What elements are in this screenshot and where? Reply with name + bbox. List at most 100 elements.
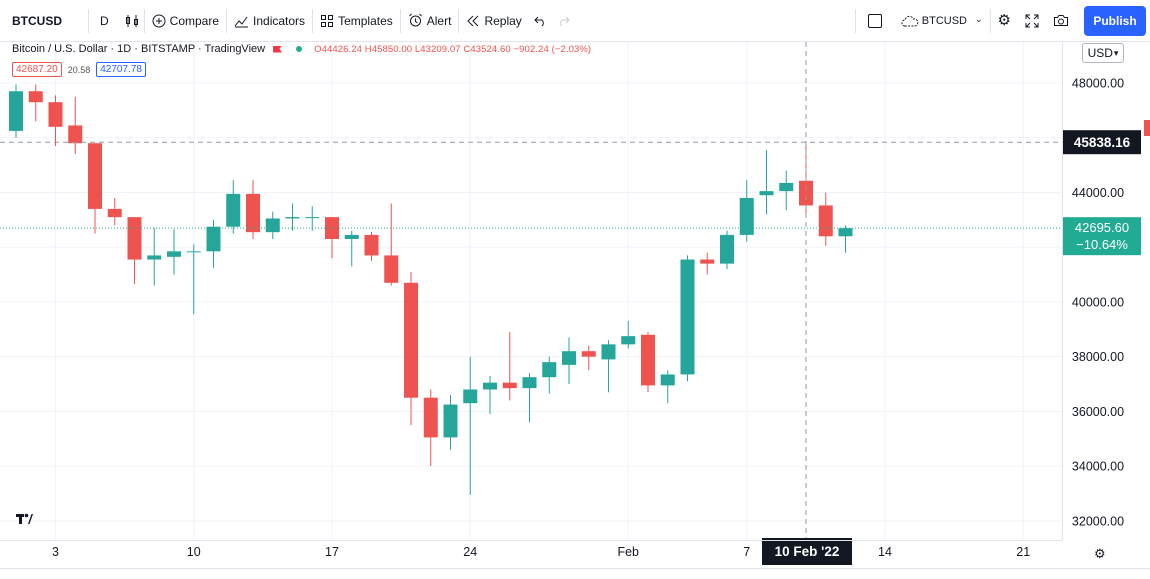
rewind-icon: [466, 15, 480, 27]
flag-icon[interactable]: [273, 45, 283, 53]
cloud-save-button[interactable]: BTCUSD ⌄: [894, 0, 990, 41]
indicators-icon: [234, 14, 249, 28]
fullscreen-button[interactable]: [1018, 0, 1046, 41]
y-tick-label: 38000.00: [1072, 350, 1124, 364]
chart-legend: Bitcoin / U.S. Dollar · 1D · BITSTAMP · …: [12, 42, 591, 77]
x-tick-label: 10: [187, 545, 201, 559]
candle-body: [68, 125, 83, 144]
last-price-label-bg: [1063, 217, 1141, 256]
candle-body: [779, 182, 794, 192]
price-axis: 32000.00 34000.00 36000.00 38000.00 40000.00…: [1063, 77, 1141, 528]
crosshair-price-label-bg: [1063, 130, 1141, 155]
crosshair-date-label-bg: [762, 538, 852, 565]
candle-body: [147, 255, 162, 260]
candle-body: [700, 259, 715, 264]
y-tick-label: 40000.00: [1072, 295, 1124, 309]
y-tick-label: 32000.00: [1072, 514, 1124, 528]
candle-body: [483, 382, 497, 390]
toolbar-divider: [88, 8, 89, 33]
candle-body: [443, 404, 458, 438]
alert-label: Alert: [426, 13, 452, 28]
gear-icon: ⚙: [997, 11, 1011, 29]
interval-button[interactable]: D: [89, 0, 120, 41]
bottom-panel-strip: [0, 568, 1150, 579]
x-tick-label: 17: [325, 545, 339, 559]
compare-button[interactable]: Compare: [145, 0, 226, 41]
interval-label: D: [100, 13, 109, 28]
candle-body: [167, 251, 181, 257]
replay-label: Replay: [484, 13, 522, 28]
settings-button[interactable]: ⚙: [991, 0, 1018, 41]
candle-body: [660, 374, 675, 386]
redo-icon: [557, 15, 570, 27]
crosshair-price-label: 45838.16: [1074, 135, 1131, 150]
candle-body: [542, 362, 557, 378]
overlays-group: [0, 42, 1062, 540]
time-axis-border: [0, 540, 1062, 541]
alert-button[interactable]: Alert: [401, 0, 459, 41]
candle-body: [107, 208, 122, 218]
toolbar-divider: [989, 8, 991, 33]
candle-body: [423, 397, 438, 438]
legend-title: Bitcoin / U.S. Dollar · 1D · BITSTAMP · …: [12, 43, 266, 55]
candle-body: [246, 193, 260, 233]
redo-button[interactable]: [552, 0, 575, 41]
x-tick-label: 24: [463, 545, 477, 559]
alarm-clock-icon: [408, 13, 423, 28]
candle-body: [818, 205, 833, 237]
candle-body: [739, 197, 754, 235]
candle-body: [680, 259, 695, 375]
indicators-button[interactable]: Indicators: [227, 0, 312, 41]
candle-body: [799, 180, 813, 206]
tradingview-logo-icon[interactable]: [15, 513, 33, 528]
snapshot-button[interactable]: [1046, 0, 1076, 41]
y-tick-label: 44000.00: [1072, 186, 1124, 200]
candle-body: [226, 193, 241, 227]
candle-body: [127, 217, 142, 260]
buy-price-button[interactable]: 42707.78: [96, 62, 146, 77]
candle-body: [206, 226, 221, 252]
plus-circle-icon: [152, 14, 166, 28]
chart-grid: [0, 42, 1062, 540]
price-axis-border: [1062, 42, 1063, 540]
layout-checkbox[interactable]: [856, 0, 894, 41]
currency-label: USD: [1087, 46, 1113, 60]
undo-button[interactable]: [529, 0, 552, 41]
sell-price-button[interactable]: 42687.20: [12, 62, 62, 77]
indicators-label: Indicators: [253, 13, 306, 28]
candle-body: [265, 218, 280, 233]
fullscreen-icon: [1025, 14, 1039, 28]
toolbar-divider: [399, 8, 401, 33]
candle-body: [838, 228, 853, 237]
top-toolbar: BTCUSD D Compare Indicators Templates Al…: [0, 0, 1150, 42]
x-tick-label: 21: [1016, 545, 1030, 559]
last-price-label: 42695.60: [1075, 220, 1129, 235]
candle-body: [404, 282, 418, 398]
candle-body: [384, 255, 399, 283]
grid-icon: [320, 14, 334, 28]
market-open-dot-icon: [296, 46, 303, 52]
candle-body: [581, 351, 596, 357]
candles-icon: [125, 14, 139, 28]
x-tick-label: Feb: [617, 545, 639, 559]
candles-group: [9, 84, 853, 495]
replay-button[interactable]: Replay: [459, 0, 528, 41]
templates-button[interactable]: Templates: [313, 0, 400, 41]
currency-button[interactable]: USD ▾: [1082, 43, 1124, 63]
chevron-down-icon: ▾: [1113, 47, 1119, 58]
symbol-search-button[interactable]: BTCUSD: [0, 0, 88, 41]
toolbar-divider: [143, 8, 145, 33]
chart-style-button[interactable]: [120, 0, 144, 41]
legend-quote-row: 42687.20 20.58 42707.78: [12, 62, 591, 77]
camera-icon: [1053, 14, 1069, 27]
undo-icon: [534, 15, 547, 27]
candle-body: [305, 217, 320, 219]
toolbar-divider: [226, 8, 228, 33]
square-icon: [867, 13, 882, 28]
gear-icon[interactable]: ⚙: [1094, 546, 1106, 561]
candle-body: [720, 234, 734, 264]
last-price-change-label: −10.64%: [1076, 237, 1128, 252]
publish-button[interactable]: Publish: [1084, 5, 1146, 36]
compare-label: Compare: [169, 13, 220, 28]
